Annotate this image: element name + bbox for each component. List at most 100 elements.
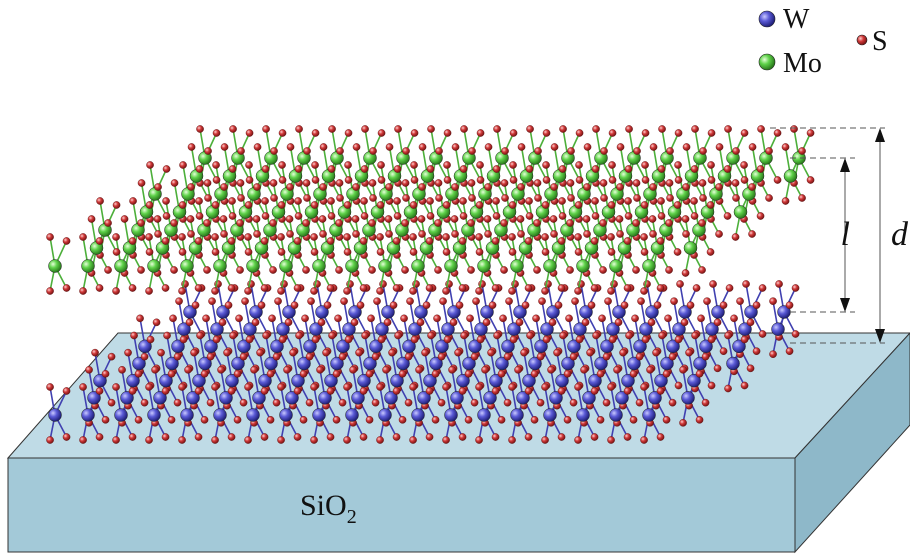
s-atom	[591, 165, 600, 173]
s-atom	[625, 125, 633, 133]
s-atom	[641, 335, 650, 344]
s-atom	[112, 201, 121, 209]
w-atom	[615, 391, 629, 405]
s-atom	[239, 398, 248, 407]
s-atom	[376, 383, 384, 391]
w-atom	[450, 391, 464, 405]
s-atom	[541, 201, 550, 209]
s-atom	[746, 318, 755, 327]
s-atom	[641, 129, 650, 137]
s-atom	[442, 233, 450, 241]
s-atom	[648, 215, 657, 223]
s-atom	[294, 212, 303, 220]
mo-atom	[378, 259, 392, 273]
s-atom	[481, 366, 489, 374]
s-atom	[647, 318, 656, 327]
w-atom	[204, 339, 218, 354]
s-atom	[394, 125, 402, 133]
s-atom	[713, 364, 722, 373]
s-atom	[715, 230, 723, 238]
w-atom	[423, 373, 437, 388]
s-atom	[559, 125, 567, 133]
s-atom	[458, 237, 467, 245]
s-atom	[409, 287, 417, 295]
s-atom	[608, 129, 617, 137]
s-atom	[566, 219, 574, 227]
s-atom	[206, 352, 215, 361]
s-atom	[604, 297, 612, 305]
s-atom	[443, 129, 452, 137]
s-atom	[344, 161, 352, 169]
s-atom	[756, 212, 765, 220]
mo-atom	[444, 259, 458, 273]
legend-w-label: W	[783, 4, 810, 35]
s-atom	[458, 433, 467, 441]
mos2-layer	[46, 125, 815, 295]
s-atom	[676, 280, 684, 288]
legend-mo-marker	[758, 53, 776, 71]
s-atom	[616, 230, 624, 238]
s-atom	[668, 398, 677, 407]
s-atom	[566, 266, 574, 274]
s-atom	[698, 266, 706, 274]
s-atom	[505, 297, 513, 305]
s-atom	[740, 335, 749, 344]
w-atom	[510, 408, 524, 422]
s-atom	[203, 219, 211, 227]
s-atom	[550, 230, 558, 238]
s-atom	[190, 348, 198, 357]
s-atom	[359, 387, 368, 395]
s-atom	[635, 398, 644, 407]
s-atom	[468, 147, 476, 155]
s-atom	[228, 212, 237, 220]
s-atom	[277, 436, 285, 444]
s-atom	[550, 183, 558, 191]
s-atom	[553, 348, 561, 357]
s-atom	[301, 314, 309, 323]
s-atom	[475, 233, 483, 241]
s-atom	[558, 212, 567, 220]
s-atom	[175, 297, 183, 305]
s-atom	[257, 301, 266, 309]
w-atom	[528, 356, 542, 371]
s-atom	[377, 129, 386, 137]
s-atom	[343, 201, 352, 209]
s-atom	[451, 230, 459, 238]
s-atom	[228, 165, 237, 173]
s-atom	[272, 398, 281, 407]
s-atom	[369, 147, 377, 155]
s-atom	[674, 161, 682, 169]
s-atom	[101, 370, 110, 378]
s-atom	[336, 147, 344, 155]
s-atom	[508, 201, 517, 209]
w-atom	[543, 408, 557, 422]
w-atom	[417, 391, 431, 405]
w-atom	[282, 305, 296, 319]
s-atom	[294, 197, 302, 205]
s-atom	[656, 387, 665, 395]
s-atom	[278, 335, 287, 344]
s-atom	[145, 233, 153, 241]
mo-atom	[510, 259, 524, 273]
s-atom	[740, 129, 749, 137]
s-atom	[501, 147, 509, 155]
s-atom	[525, 197, 533, 205]
s-atom	[575, 161, 583, 169]
s-atom	[392, 433, 401, 441]
s-atom	[583, 143, 592, 151]
s-atom	[303, 194, 311, 202]
s-atom	[781, 143, 790, 151]
s-atom	[493, 125, 501, 133]
s-atom	[773, 129, 782, 137]
s-atom	[162, 212, 171, 220]
s-atom	[623, 433, 632, 441]
s-atom	[415, 366, 423, 374]
s-atom	[268, 314, 276, 323]
s-atom	[681, 269, 690, 277]
s-atom	[409, 233, 417, 241]
s-atom	[590, 387, 599, 395]
s-atom	[699, 194, 707, 202]
s-atom	[566, 179, 575, 187]
s-atom	[343, 248, 352, 256]
s-atom	[244, 383, 252, 391]
